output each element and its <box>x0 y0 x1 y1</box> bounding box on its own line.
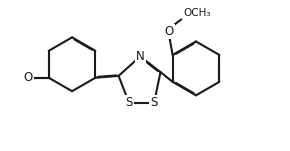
Text: O: O <box>23 71 33 84</box>
Text: O: O <box>164 25 173 38</box>
Text: N: N <box>136 50 145 63</box>
Text: S: S <box>151 96 158 109</box>
Text: OCH₃: OCH₃ <box>183 8 211 18</box>
Text: S: S <box>125 96 133 109</box>
